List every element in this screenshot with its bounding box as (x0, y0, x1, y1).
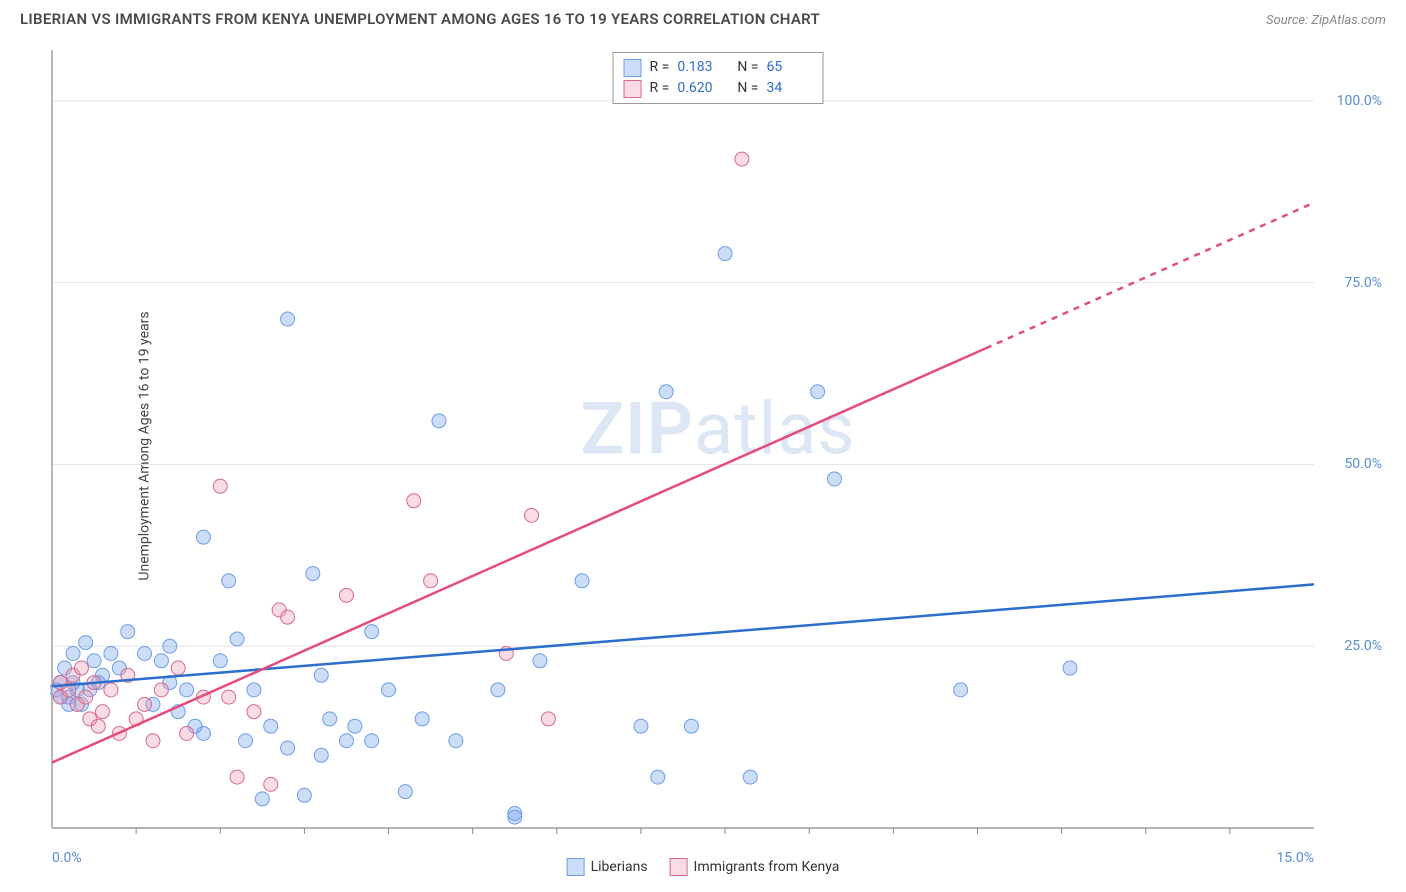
n-value: 34 (766, 78, 812, 99)
n-label: N = (737, 78, 758, 99)
scatter-chart-svg (50, 48, 1386, 842)
legend-item-liberians: Liberians (567, 858, 648, 876)
stats-legend-box: R = 0.183 N = 65 R = 0.620 N = 34 (613, 52, 824, 104)
r-label: R = (650, 78, 670, 99)
y-tick-label: 75.0% (1344, 275, 1382, 291)
chart-title: LIBERIAN VS IMMIGRANTS FROM KENYA UNEMPL… (20, 10, 820, 28)
bottom-legend: Liberians Immigrants from Kenya (567, 858, 840, 876)
legend-item-kenya: Immigrants from Kenya (670, 858, 840, 876)
r-label: R = (650, 57, 670, 78)
chart-area: ZIPatlas R = 0.183 N = 65 R = 0.620 N = … (50, 48, 1386, 842)
source-credit: Source: ZipAtlas.com (1266, 13, 1386, 28)
swatch-blue-icon (567, 858, 585, 876)
stats-row-pink: R = 0.620 N = 34 (624, 78, 813, 99)
y-tick-label: 100.0% (1337, 93, 1382, 109)
x-tick-label: 0.0% (52, 850, 82, 866)
legend-label: Liberians (591, 859, 648, 875)
n-value: 65 (766, 57, 812, 78)
y-tick-label: 25.0% (1344, 638, 1382, 654)
n-label: N = (737, 57, 758, 78)
swatch-blue-icon (624, 59, 642, 77)
stats-row-blue: R = 0.183 N = 65 (624, 57, 813, 78)
swatch-pink-icon (624, 80, 642, 98)
y-tick-label: 50.0% (1344, 456, 1382, 472)
x-tick-label: 15.0% (1276, 850, 1314, 866)
r-value: 0.620 (677, 78, 723, 99)
legend-label: Immigrants from Kenya (694, 859, 840, 875)
r-value: 0.183 (677, 57, 723, 78)
swatch-pink-icon (670, 858, 688, 876)
